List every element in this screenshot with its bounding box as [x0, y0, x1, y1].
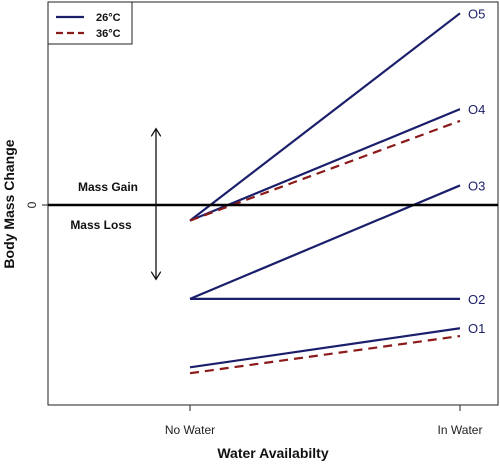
y-axis-title: Body Mass Change	[1, 139, 17, 268]
legend-label-1: 36°C	[96, 28, 121, 40]
legend-label-0: 26°C	[96, 12, 121, 24]
series-label-o2: O2	[468, 292, 485, 307]
y-tick-label-0: 0	[25, 201, 39, 208]
mass-loss-label: Mass Loss	[70, 218, 132, 232]
series-label-o4: O4	[468, 102, 485, 117]
mass-annotation: Mass Gain Mass Loss	[70, 129, 156, 280]
series-line-o3-26c	[189, 184, 461, 300]
x-axis: No Water In Water	[165, 405, 483, 437]
x-tick-label-1: In Water	[438, 423, 483, 437]
series-label-o5: O5	[468, 6, 485, 21]
plot-frame	[47, 1, 499, 406]
x-axis-title: Water Availabilty	[217, 445, 328, 461]
series-line-o4-26c	[189, 108, 461, 222]
end-labels-layer: O5 O4 O3 O2 O1	[468, 6, 485, 336]
legend-box	[47, 1, 133, 45]
series-line-o5-26c	[189, 12, 461, 222]
series-line-o1-26c	[189, 327, 461, 369]
series-line-o1-36c	[189, 334, 461, 375]
mass-gain-label: Mass Gain	[78, 180, 138, 194]
series-label-o3: O3	[468, 178, 485, 193]
x-tick-label-0: No Water	[165, 423, 215, 437]
legend: 26°C 36°C	[47, 1, 133, 45]
series-label-o1: O1	[468, 321, 485, 336]
series-layer	[189, 12, 461, 375]
y-axis: 0	[25, 201, 48, 208]
